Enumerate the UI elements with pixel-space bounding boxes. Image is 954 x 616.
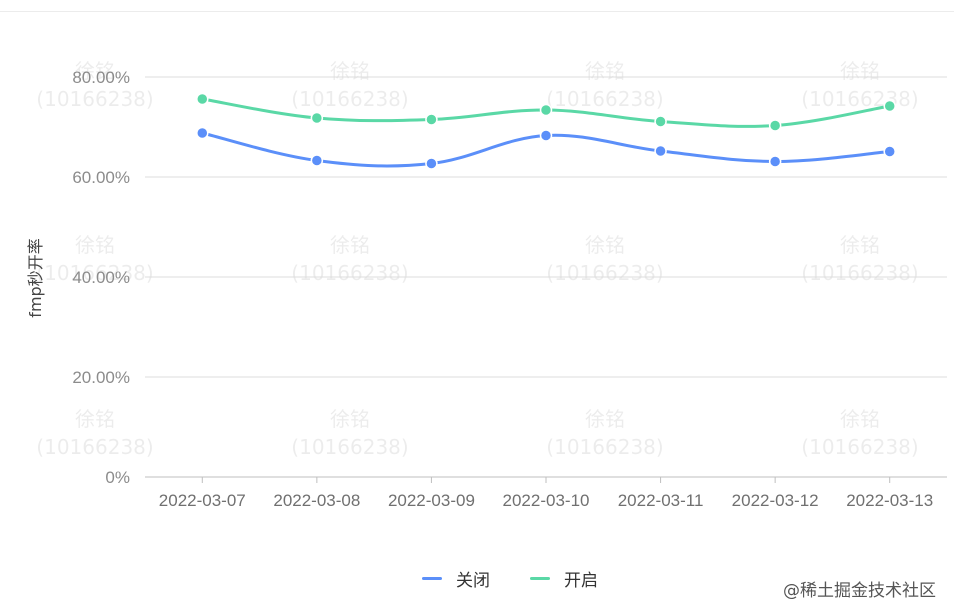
data-point[interactable] — [654, 115, 667, 128]
top-divider — [0, 11, 954, 12]
watermark-tile: 徐铭 (10166238) — [801, 233, 918, 285]
watermark-id: (10166238) — [801, 261, 918, 285]
watermark-name: 徐铭 — [585, 407, 625, 431]
watermark-name: 徐铭 — [330, 59, 370, 83]
y-axis-ticks: 0% 20.00% 40.00% 60.00% 80.00% — [72, 68, 130, 487]
data-point[interactable] — [310, 154, 324, 167]
data-point[interactable] — [654, 144, 667, 158]
y-tick-label: 20.00% — [72, 368, 130, 387]
watermark-id: (10166238) — [546, 261, 663, 285]
watermark-name: 徐铭 — [75, 233, 115, 257]
watermark-id: (10166238) — [36, 261, 153, 285]
legend-item-off[interactable]: 关闭 — [422, 566, 490, 591]
watermark-name: 徐铭 — [585, 59, 625, 83]
watermark-id: (10166238) — [291, 261, 408, 285]
line-chart: 徐铭 (10166238) 徐铭 (10166238) 徐铭 (10166238) 徐铭 (1… — [26, 59, 947, 510]
x-tick-label: 2022-03-08 — [273, 491, 360, 510]
watermark-id: (10166238) — [36, 435, 153, 459]
y-tick-label: 0% — [105, 468, 130, 487]
x-tick-label: 2022-03-10 — [503, 491, 590, 510]
watermark-tile: 徐铭 (10166238) — [36, 233, 153, 285]
watermark-name: 徐铭 — [840, 59, 880, 83]
watermark-tile: 徐铭 (10166238) — [801, 59, 918, 111]
watermark-tile: 徐铭 (10166238) — [546, 407, 663, 459]
data-point[interactable] — [768, 119, 782, 132]
watermark-name: 徐铭 — [75, 407, 115, 431]
x-tick-label: 2022-03-09 — [388, 491, 475, 510]
watermark-id: (10166238) — [546, 87, 663, 111]
y-axis-label: fmp秒开率 — [26, 238, 45, 317]
watermark-tile: 徐铭 (10166238) — [291, 407, 408, 459]
watermark-name: 徐铭 — [585, 233, 625, 257]
watermark-tile: 徐铭 (10166238) — [546, 59, 663, 111]
watermark-id: (10166238) — [36, 87, 153, 111]
data-point[interactable] — [883, 145, 896, 158]
watermark-name: 徐铭 — [330, 233, 370, 257]
watermark-id: (10166238) — [801, 87, 918, 111]
watermark-name: 徐铭 — [840, 233, 880, 257]
watermark-tile: 徐铭 (10166238) — [546, 233, 663, 285]
data-point[interactable] — [425, 113, 438, 126]
watermark-name: 徐铭 — [840, 407, 880, 431]
x-tick-label: 2022-03-12 — [732, 491, 819, 510]
watermark-id: (10166238) — [801, 435, 918, 459]
watermark-tile: 徐铭 (10166238) — [291, 233, 408, 285]
watermark-layer: 徐铭 (10166238) 徐铭 (10166238) 徐铭 (10166238) 徐铭 (1… — [36, 59, 918, 459]
data-point[interactable] — [883, 99, 896, 113]
x-tick-label: 2022-03-07 — [159, 491, 246, 510]
data-point[interactable] — [425, 157, 438, 170]
data-point[interactable] — [768, 155, 782, 168]
watermark-id: (10166238) — [291, 87, 408, 111]
legend-item-on[interactable]: 开启 — [530, 566, 598, 591]
legend-label-on: 开启 — [564, 571, 598, 591]
watermark-tile: 徐铭 (10166238) — [291, 59, 408, 111]
series-on — [196, 92, 896, 132]
legend-swatch-off — [422, 577, 442, 580]
data-point[interactable] — [539, 129, 553, 142]
source-credit: @稀土掘金技术社区 — [783, 581, 936, 601]
watermark-name: 徐铭 — [330, 407, 370, 431]
series-off — [196, 126, 896, 170]
watermark-tile: 徐铭 (10166238) — [36, 59, 153, 111]
y-tick-label: 80.00% — [72, 68, 130, 87]
legend: 关闭 开启 — [422, 566, 598, 591]
series-layer — [196, 92, 896, 170]
y-tick-label: 60.00% — [72, 168, 130, 187]
x-axis: 2022-03-07 2022-03-08 2022-03-09 2022-03-10… — [159, 477, 933, 510]
legend-swatch-on — [530, 577, 550, 580]
watermark-id: (10166238) — [291, 435, 408, 459]
x-tick-label: 2022-03-13 — [846, 491, 933, 510]
x-tick-label: 2022-03-11 — [618, 491, 704, 510]
data-point[interactable] — [196, 126, 209, 140]
data-point[interactable] — [310, 111, 324, 125]
data-point[interactable] — [196, 92, 209, 106]
watermark-tile: 徐铭 (10166238) — [801, 407, 918, 459]
watermark-id: (10166238) — [546, 435, 663, 459]
legend-label-off: 关闭 — [456, 571, 490, 591]
data-point[interactable] — [539, 103, 553, 117]
watermark-tile: 徐铭 (10166238) — [36, 407, 153, 459]
y-tick-label: 40.00% — [72, 268, 130, 287]
watermark-name: 徐铭 — [75, 59, 115, 83]
